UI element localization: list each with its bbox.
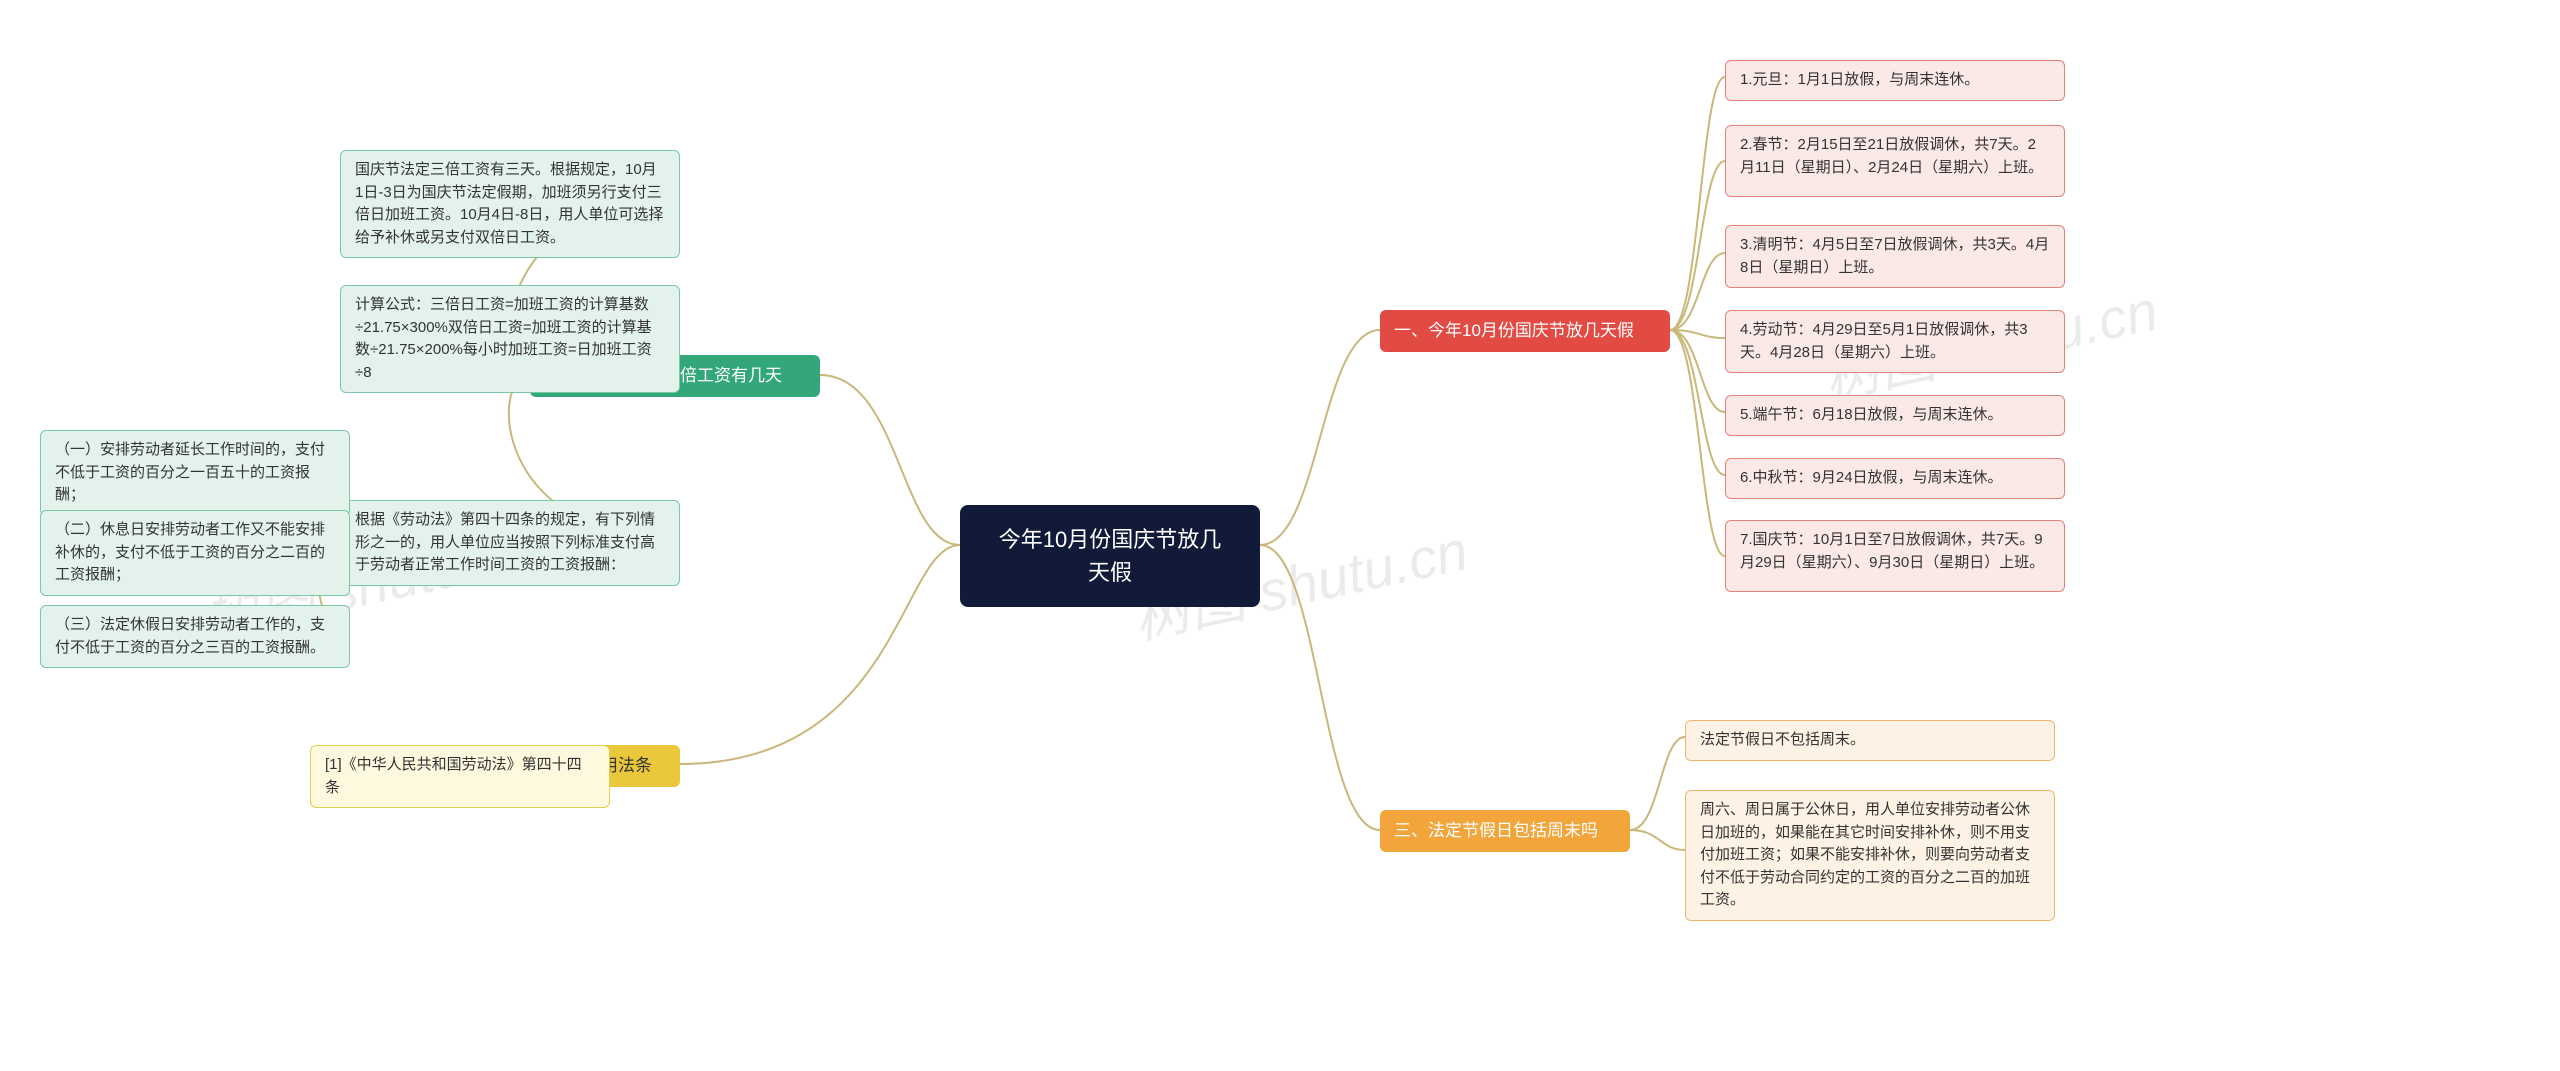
branch-2-item: 国庆节法定三倍工资有三天。根据规定，10月1日-3日为国庆节法定假期，加班须另行… [340, 150, 680, 258]
branch-1-item: 4.劳动节：4月29日至5月1日放假调休，共3天。4月28日（星期六）上班。 [1725, 310, 2065, 373]
branch-1-item: 7.国庆节：10月1日至7日放假调休，共7天。9月29日（星期六）、9月30日（… [1725, 520, 2065, 592]
branch-3-item: 法定节假日不包括周末。 [1685, 720, 2055, 761]
branch-2-subitem: （二）休息日安排劳动者工作又不能安排补休的，支付不低于工资的百分之二百的工资报酬… [40, 510, 350, 596]
branch-3-item: 周六、周日属于公休日，用人单位安排劳动者公休日加班的，如果能在其它时间安排补休，… [1685, 790, 2055, 921]
root-node: 今年10月份国庆节放几天假 [960, 505, 1260, 607]
branch-3-title: 三、法定节假日包括周末吗 [1380, 810, 1630, 852]
branch-1-item: 3.清明节：4月5日至7日放假调休，共3天。4月8日（星期日）上班。 [1725, 225, 2065, 288]
branch-1-title: 一、今年10月份国庆节放几天假 [1380, 310, 1670, 352]
branch-4-item: [1]《中华人民共和国劳动法》第四十四条 [310, 745, 610, 808]
branch-2-subitem: （三）法定休假日安排劳动者工作的，支付不低于工资的百分之三百的工资报酬。 [40, 605, 350, 668]
branch-1-item: 6.中秋节：9月24日放假，与周末连休。 [1725, 458, 2065, 499]
branch-2-item: 计算公式：三倍日工资=加班工资的计算基数÷21.75×300%双倍日工资=加班工… [340, 285, 680, 393]
branch-1-item: 2.春节：2月15日至21日放假调休，共7天。2月11日（星期日）、2月24日（… [1725, 125, 2065, 197]
branch-1-item: 1.元旦：1月1日放假，与周末连休。 [1725, 60, 2065, 101]
branch-2-item: 根据《劳动法》第四十四条的规定，有下列情形之一的，用人单位应当按照下列标准支付高… [340, 500, 680, 586]
branch-2-subitem: （一）安排劳动者延长工作时间的，支付不低于工资的百分之一百五十的工资报酬； [40, 430, 350, 516]
branch-1-item: 5.端午节：6月18日放假，与周末连休。 [1725, 395, 2065, 436]
